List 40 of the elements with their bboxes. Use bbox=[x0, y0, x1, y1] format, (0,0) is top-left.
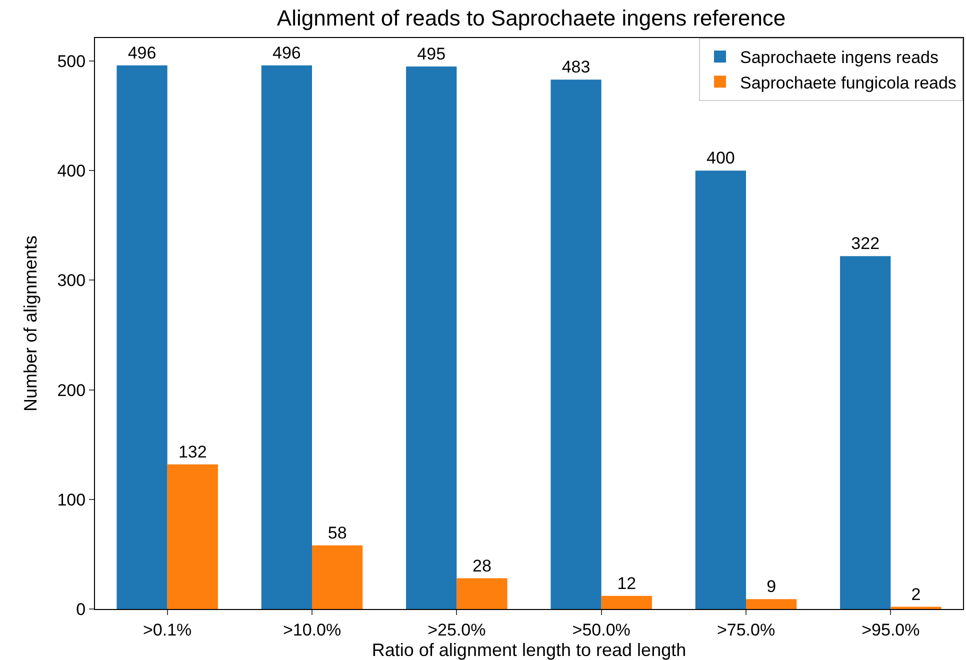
data-label: 495 bbox=[417, 44, 446, 64]
bar bbox=[601, 596, 652, 609]
data-label: 9 bbox=[766, 577, 776, 596]
x-tick-label: >50.0% bbox=[572, 620, 630, 640]
bar bbox=[167, 464, 218, 609]
data-label: 28 bbox=[472, 556, 492, 576]
legend-label: Saprochaete ingens reads bbox=[740, 48, 938, 68]
legend-label: Saprochaete fungicola reads bbox=[740, 73, 956, 92]
bar bbox=[406, 66, 457, 609]
x-tick-label: >75.0% bbox=[716, 620, 776, 640]
bar bbox=[312, 545, 363, 609]
y-tick-label: 200 bbox=[57, 380, 86, 400]
data-label: 58 bbox=[328, 523, 347, 542]
y-tick-label: 500 bbox=[57, 52, 86, 71]
bar bbox=[116, 65, 168, 609]
y-tick-label: 100 bbox=[57, 490, 86, 510]
data-label: 322 bbox=[851, 234, 880, 254]
data-label: 132 bbox=[178, 442, 207, 462]
y-tick-label: 0 bbox=[76, 600, 86, 619]
x-tick-label: >10.0% bbox=[282, 620, 342, 640]
data-label: 496 bbox=[272, 43, 301, 62]
bar bbox=[261, 65, 312, 609]
bar bbox=[456, 578, 508, 609]
y-tick-label: 400 bbox=[57, 162, 86, 181]
data-label: 2 bbox=[911, 584, 921, 604]
data-label: 483 bbox=[562, 58, 590, 77]
data-label: 12 bbox=[617, 574, 636, 593]
chart-title: Alignment of reads to Saprochaete ingens reference bbox=[276, 5, 786, 30]
bar bbox=[746, 599, 797, 609]
bar bbox=[550, 80, 602, 609]
x-tick-label: >95.0% bbox=[862, 620, 920, 640]
x-axis-title: Ratio of alignment length to read length bbox=[372, 640, 686, 660]
x-tick-label: >25.0% bbox=[428, 620, 486, 640]
y-tick-label: 300 bbox=[57, 271, 86, 290]
bar bbox=[840, 256, 891, 609]
x-tick-label: >0.1% bbox=[142, 620, 192, 640]
y-axis-title: Number of alignments bbox=[20, 235, 40, 412]
bar bbox=[695, 170, 746, 609]
data-label: 400 bbox=[706, 148, 735, 168]
data-label: 496 bbox=[128, 43, 156, 62]
